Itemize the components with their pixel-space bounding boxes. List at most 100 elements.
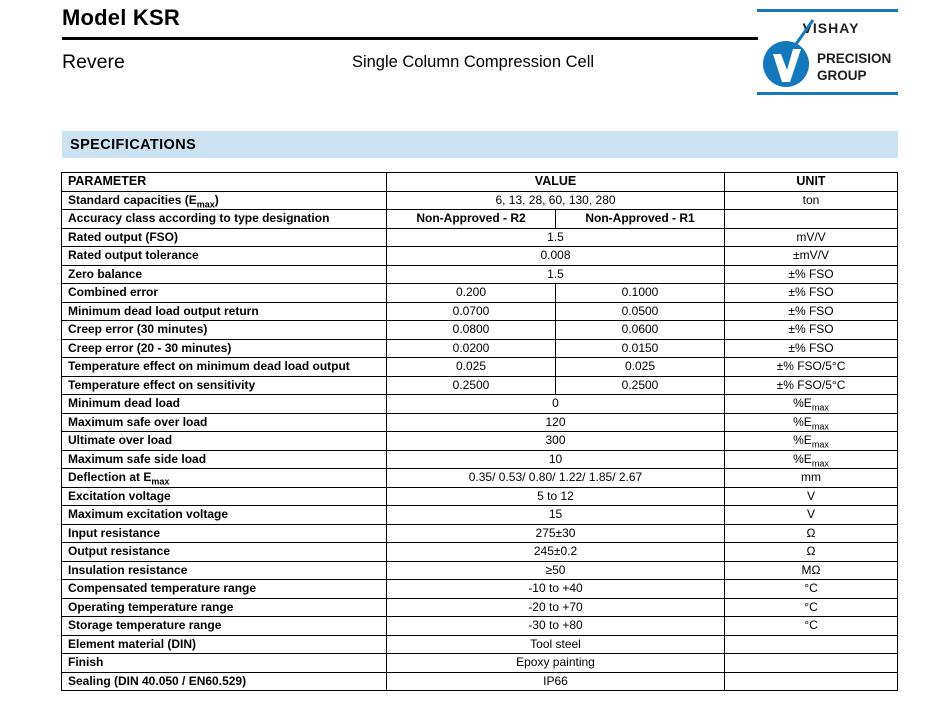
value-cell: 0.0500: [555, 301, 725, 321]
title-rule: [62, 37, 758, 40]
param-cell: Ultimate over load: [61, 431, 387, 451]
value-cell: 275±30: [386, 523, 725, 543]
param-cell: Rated output tolerance: [61, 246, 387, 266]
value-cell: IP66: [386, 671, 725, 691]
param-cell: Maximum safe side load: [61, 449, 387, 469]
param-cell: Creep error (30 minutes): [61, 320, 387, 340]
unit-cell: mm: [724, 468, 898, 488]
value-cell: 0.2500: [555, 375, 725, 395]
table-row: Finish Epoxy painting: [61, 653, 898, 673]
unit-cell: MΩ: [724, 560, 898, 580]
value-cell: 0.1000: [555, 283, 725, 303]
param-cell: Element material (DIN): [61, 634, 387, 654]
table-row: Excitation voltage 5 to 12 V: [61, 486, 898, 506]
page-title: Model KSR: [62, 5, 180, 30]
col-header-unit: UNIT: [724, 172, 898, 192]
table-row: Compensated temperature range -10 to +40 °…: [61, 579, 898, 599]
table-row: Creep error (20 - 30 minutes) 0.0200 0.015…: [61, 338, 898, 358]
logo-top-rule: [757, 9, 898, 12]
unit-cell: [724, 209, 898, 229]
param-cell: Output resistance: [61, 542, 387, 562]
value-cell: 0.008: [386, 246, 725, 266]
unit-cell: ±% FSO/5°C: [724, 375, 898, 395]
precision-label: PRECISION: [817, 51, 891, 66]
vishay-wordmark: VISHAY: [803, 20, 860, 36]
table-row: Operating temperature range -20 to +70 °C: [61, 597, 898, 617]
brand-name: Revere: [62, 51, 125, 73]
unit-cell: %Emax: [724, 394, 898, 414]
value-cell: 0.0200: [386, 338, 556, 358]
value-cell: -30 to +80: [386, 616, 725, 636]
value-cell: 0.025: [555, 357, 725, 377]
value-cell: 1.5: [386, 264, 725, 284]
value-cell: 10: [386, 449, 725, 469]
table-row: Insulation resistance ≥50 MΩ: [61, 560, 898, 580]
table-row: Storage temperature range -30 to +80 °C: [61, 616, 898, 636]
unit-cell: ±mV/V: [724, 246, 898, 266]
unit-cell: ±% FSO: [724, 320, 898, 340]
value-cell: 0: [386, 394, 725, 414]
value-cell: 5 to 12: [386, 486, 725, 506]
col-header-parameter: PARAMETER: [61, 172, 387, 192]
unit-cell: °C: [724, 616, 898, 636]
table-row: Deflection at Emax 0.35/ 0.53/ 0.80/ 1.22…: [61, 468, 898, 488]
value-cell: -10 to +40: [386, 579, 725, 599]
param-cell: Zero balance: [61, 264, 387, 284]
table-row: Standard capacities (Emax) 6, 13, 28, 60,…: [61, 190, 898, 210]
param-cell: Finish: [61, 653, 387, 673]
unit-cell: ±% FSO: [724, 301, 898, 321]
table-row: Rated output (FSO) 1.5 mV/V: [61, 227, 898, 247]
table-row: Maximum excitation voltage 15 V: [61, 505, 898, 525]
value-cell: 300: [386, 431, 725, 451]
unit-cell: ±% FSO: [724, 264, 898, 284]
unit-cell: [724, 653, 898, 673]
param-cell: Accuracy class according to type designa…: [61, 209, 387, 229]
table-row: Output resistance 245±0.2 Ω: [61, 542, 898, 562]
param-cell: Maximum excitation voltage: [61, 505, 387, 525]
unit-cell: %Emax: [724, 412, 898, 432]
unit-cell: mV/V: [724, 227, 898, 247]
unit-cell: ±% FSO: [724, 338, 898, 358]
value-cell: Tool steel: [386, 634, 725, 654]
table-row: Maximum safe over load 120 %Emax: [61, 412, 898, 432]
param-cell: Sealing (DIN 40.050 / EN60.529): [61, 671, 387, 691]
param-cell: Rated output (FSO): [61, 227, 387, 247]
param-cell: Standard capacities (Emax): [61, 190, 387, 210]
param-cell: Combined error: [61, 283, 387, 303]
unit-cell: °C: [724, 579, 898, 599]
value-cell: Non-Approved - R2: [386, 209, 556, 229]
unit-cell: ton: [724, 190, 898, 210]
unit-cell: V: [724, 486, 898, 506]
table-row: Input resistance 275±30 Ω: [61, 523, 898, 543]
param-cell: Maximum safe over load: [61, 412, 387, 432]
value-cell: Epoxy painting: [386, 653, 725, 673]
value-cell: 0.200: [386, 283, 556, 303]
value-cell: 0.025: [386, 357, 556, 377]
table-row: Temperature effect on minimum dead load …: [61, 357, 898, 377]
value-cell: 0.0150: [555, 338, 725, 358]
param-cell: Deflection at Emax: [61, 468, 387, 488]
param-cell: Minimum dead load output return: [61, 301, 387, 321]
table-row: Sealing (DIN 40.050 / EN60.529) IP66: [61, 671, 898, 691]
table-header-row: PARAMETER VALUE UNIT: [61, 172, 898, 192]
unit-cell: %Emax: [724, 449, 898, 469]
specifications-section-title: SPECIFICATIONS: [70, 136, 197, 153]
value-cell: 245±0.2: [386, 542, 725, 562]
table-row: Creep error (30 minutes) 0.0800 0.0600 ±% F…: [61, 320, 898, 340]
param-cell: Minimum dead load: [61, 394, 387, 414]
table-row: Rated output tolerance 0.008 ±mV/V: [61, 246, 898, 266]
param-cell: Temperature effect on sensitivity: [61, 375, 387, 395]
unit-cell: Ω: [724, 542, 898, 562]
product-subtitle: Single Column Compression Cell: [351, 53, 595, 71]
table-row: Combined error 0.200 0.1000 ±% FSO: [61, 283, 898, 303]
unit-cell: V: [724, 505, 898, 525]
table-row: Temperature effect on sensitivity 0.2500 0…: [61, 375, 898, 395]
param-cell: Input resistance: [61, 523, 387, 543]
value-cell: 0.0600: [555, 320, 725, 340]
value-cell: ≥50: [386, 560, 725, 580]
value-cell: 0.2500: [386, 375, 556, 395]
unit-cell: Ω: [724, 523, 898, 543]
vishay-precision-group-logo: VISHAY PRECISION GROUP: [757, 9, 898, 95]
table-row: Accuracy class according to type designa…: [61, 209, 898, 229]
value-cell: -20 to +70: [386, 597, 725, 617]
